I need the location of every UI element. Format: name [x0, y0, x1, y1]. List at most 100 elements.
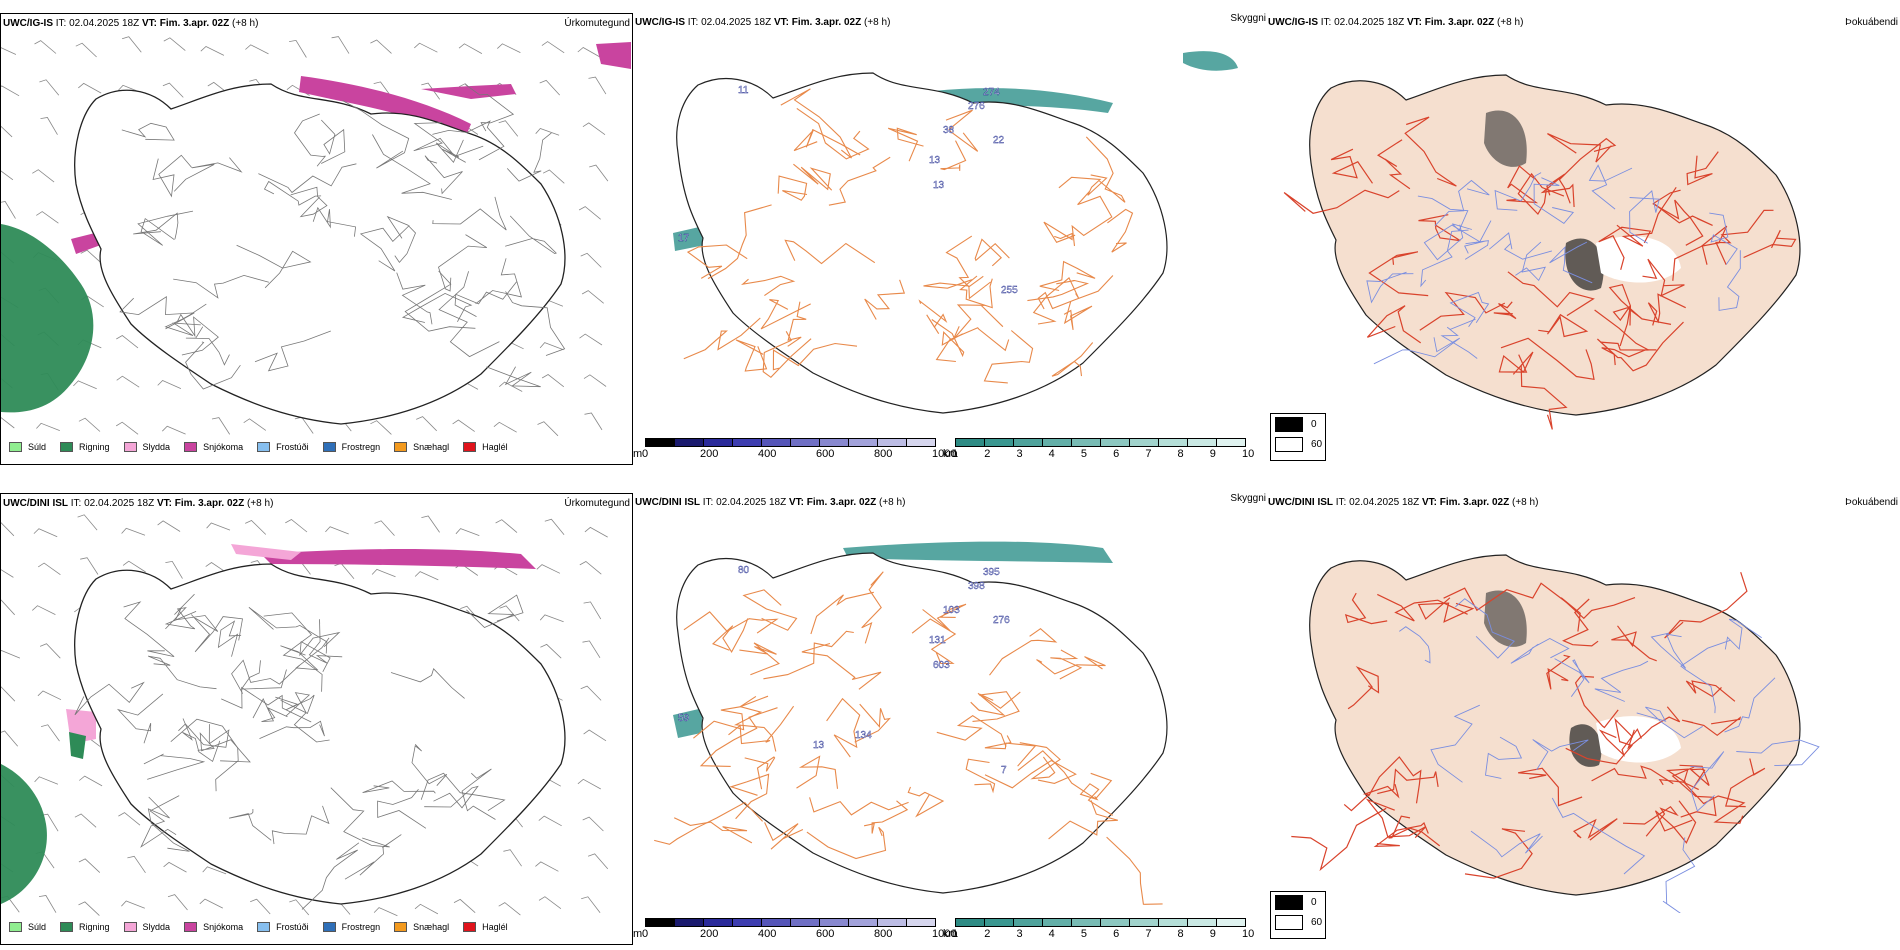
- road-segment: [673, 817, 753, 844]
- road-segment: [1547, 133, 1612, 163]
- wind-barb: [122, 560, 146, 573]
- wind-barb: [498, 902, 521, 916]
- visibility-scale-tick: 2: [984, 448, 991, 460]
- road-segment: [1376, 139, 1411, 190]
- wind-barb: [39, 643, 61, 659]
- wind-barb: [582, 122, 606, 136]
- road-segment: [229, 809, 272, 841]
- road-segment: [236, 244, 312, 289]
- wind-barb: [202, 866, 227, 875]
- wind-barb: [452, 419, 475, 432]
- road-segment: [140, 795, 180, 848]
- wind-barb: [38, 895, 57, 913]
- road-segment: [147, 796, 190, 852]
- wind-barb: [536, 564, 561, 574]
- road-segment: [1494, 172, 1542, 211]
- panel-header: UWC/DINI ISL IT: 02.04.2025 18Z VT: Fim.…: [3, 498, 274, 509]
- road-segment: [1611, 625, 1657, 662]
- road-segment: [271, 805, 330, 845]
- road-segment: [1071, 191, 1113, 247]
- wind-barb: [544, 518, 565, 535]
- ceiling-scale-swatch: [703, 918, 733, 927]
- map-value-label: 13: [929, 155, 941, 166]
- road-segment: [1517, 767, 1583, 807]
- vis-band-north: [843, 541, 1113, 563]
- road-segment: [1612, 305, 1642, 347]
- ceiling-scale-tick: 200: [700, 448, 719, 460]
- road-segment: [1037, 275, 1114, 310]
- map-value-label: 276: [993, 615, 1010, 626]
- ceiling-scale-tick: 0: [642, 928, 649, 940]
- road-segment: [1489, 232, 1553, 260]
- wind-barb: [580, 685, 602, 701]
- wind-barb: [579, 561, 602, 575]
- road-segment: [826, 697, 861, 758]
- precip-type-map: [1, 514, 609, 917]
- road-segment: [1562, 598, 1599, 647]
- road-segment: [1588, 164, 1633, 210]
- legend-swatch: [257, 442, 271, 452]
- road-segment: [301, 842, 360, 910]
- ceiling-scale-tick: 1000: [932, 448, 957, 460]
- legend-label: Rigning: [79, 442, 110, 452]
- road-segment: [1347, 665, 1380, 710]
- visibility-scale-swatch: [1013, 438, 1043, 447]
- map-value-label: 134: [855, 730, 872, 741]
- road-segment: [362, 780, 436, 794]
- wind-barb: [334, 562, 355, 579]
- visibility-scale-swatch: [1100, 438, 1130, 447]
- road-segment: [1572, 818, 1618, 841]
- legend-label: Frostúði: [276, 442, 309, 452]
- map-value-labels: 11 276 274 13 22 38 13 17 255: [678, 85, 1019, 296]
- ceiling-scale-swatch: [645, 918, 675, 927]
- wind-barb: [1, 170, 14, 181]
- wind-barb: [539, 342, 564, 351]
- wind-barb: [414, 903, 439, 915]
- legend-swatch: [123, 442, 137, 452]
- road-segment: [784, 239, 876, 265]
- map-value-label: 17: [678, 233, 690, 244]
- visibility-scale-swatch: [1129, 438, 1159, 447]
- wind-barb: [163, 37, 186, 51]
- legend-swatch: [9, 922, 22, 932]
- wind-barb: [1, 417, 15, 429]
- road-segment: [1558, 137, 1617, 204]
- road-segment: [1399, 626, 1431, 664]
- wind-barb: [458, 43, 483, 54]
- ceiling-scale-swatch: [645, 438, 675, 447]
- legend-swatch: [463, 922, 477, 932]
- road-segment: [290, 186, 328, 218]
- wind-barb: [578, 206, 601, 220]
- wind-barb: [37, 690, 62, 701]
- road-segment: [312, 206, 357, 237]
- map-value-label: 11: [738, 85, 749, 96]
- road-segment: [989, 628, 1058, 676]
- road-segment: [1085, 136, 1126, 203]
- road-segment: [396, 272, 433, 325]
- road-segment: [760, 299, 811, 330]
- legend-swatch: [60, 922, 74, 932]
- road-segment: [764, 822, 804, 850]
- visibility-scale-tick: 3: [1016, 928, 1023, 940]
- wind-barb: [581, 896, 601, 913]
- precip-legend: Súld Rigning Slydda Snjókoma Frostúði Frostre…: [9, 922, 522, 934]
- road-segment: [1377, 593, 1468, 622]
- wind-barb: [205, 562, 229, 575]
- iceland-outline: [74, 563, 566, 905]
- road-segment: [733, 695, 777, 752]
- road-segment: [1684, 782, 1746, 824]
- road-segment: [1685, 680, 1736, 702]
- wind-barb: [497, 43, 521, 53]
- map-value-label: 276: [968, 101, 985, 112]
- road-segment: [1565, 717, 1634, 765]
- visibility-scale-swatch: [1158, 918, 1188, 927]
- visibility-scale-tick: 7: [1145, 928, 1152, 940]
- road-segment: [330, 787, 390, 848]
- wind-barb: [584, 412, 603, 431]
- road-segment: [1051, 342, 1094, 377]
- road-segment: [342, 100, 410, 169]
- legend-swatch: [394, 922, 408, 932]
- precip-type-panel-row2: UWC/DINI ISL IT: 02.04.2025 18Z VT: Fim.…: [0, 493, 633, 945]
- road-segment: [1724, 618, 1762, 650]
- road-segment: [1404, 116, 1457, 187]
